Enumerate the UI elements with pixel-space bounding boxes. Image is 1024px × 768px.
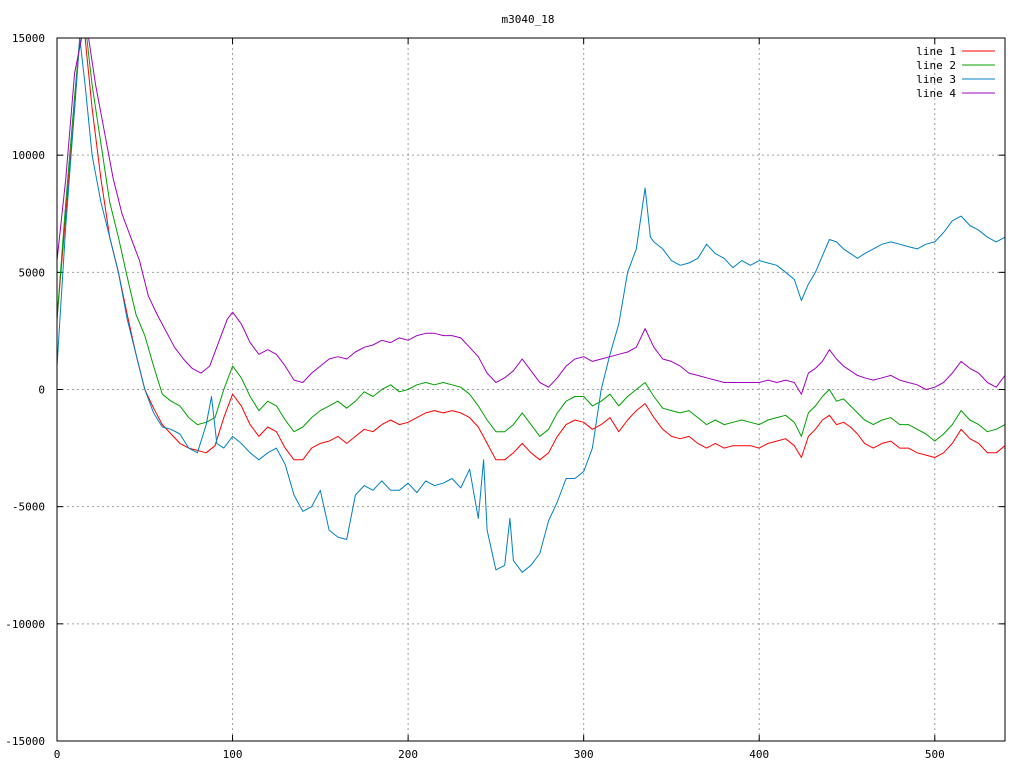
series-line-2 bbox=[57, 38, 1005, 442]
y-tick-label: -5000 bbox=[12, 501, 45, 514]
series-line-4 bbox=[57, 38, 1005, 395]
series-lines bbox=[57, 38, 1005, 573]
x-tick-label: 100 bbox=[223, 748, 243, 761]
series-line-1 bbox=[57, 38, 1005, 461]
series-line-3 bbox=[57, 38, 1005, 573]
legend-label: line 4 bbox=[916, 87, 956, 100]
y-tick-label: -10000 bbox=[5, 618, 45, 631]
legend-label: line 1 bbox=[916, 45, 956, 58]
y-tick-label: 5000 bbox=[19, 266, 46, 279]
grid bbox=[57, 38, 1005, 741]
y-axis-ticks: -15000 -10000 -5000 0 5000 10000 15000 bbox=[5, 32, 1005, 748]
legend-label: line 3 bbox=[916, 73, 956, 86]
y-tick-label: 10000 bbox=[12, 149, 45, 162]
legend-label: line 2 bbox=[916, 59, 956, 72]
y-tick-label: 15000 bbox=[12, 32, 45, 45]
y-tick-label: 0 bbox=[38, 384, 45, 397]
x-tick-label: 300 bbox=[574, 748, 594, 761]
x-axis-ticks: 0 100 200 300 400 500 bbox=[54, 38, 945, 761]
plot-frame bbox=[56, 37, 1006, 742]
x-tick-label: 400 bbox=[749, 748, 769, 761]
chart-title: m3040_18 bbox=[502, 13, 555, 26]
x-tick-label: 200 bbox=[398, 748, 418, 761]
x-tick-label: 0 bbox=[54, 748, 61, 761]
x-tick-label: 500 bbox=[925, 748, 945, 761]
y-tick-label: -15000 bbox=[5, 735, 45, 748]
